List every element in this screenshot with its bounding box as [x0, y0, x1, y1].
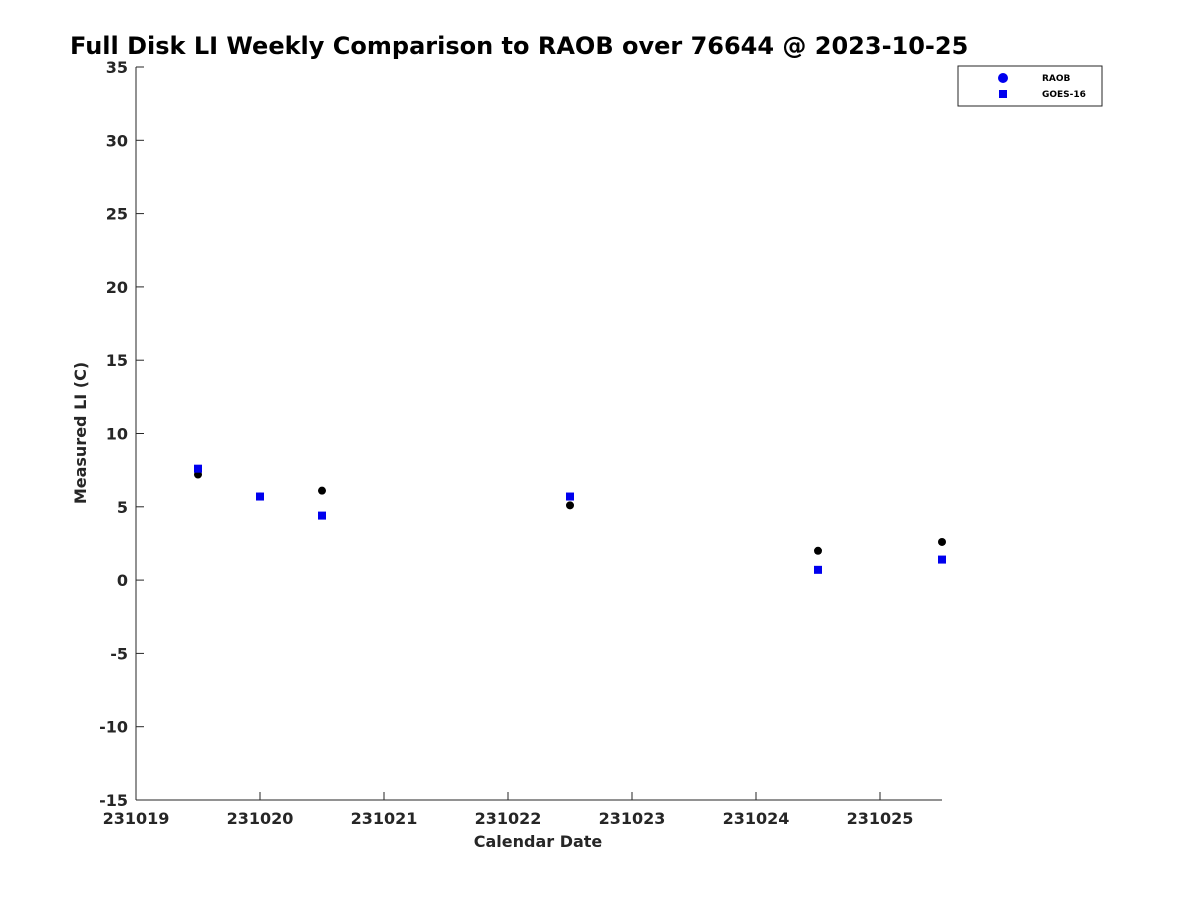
goes-point	[814, 565, 822, 574]
x-tick-label: 231019	[103, 809, 170, 828]
goes-point	[938, 555, 946, 564]
x-ticks: 231019 231020 231021 231022 231023 231024 2310…	[103, 792, 914, 828]
y-tick-label: -15	[99, 791, 128, 810]
x-tick-label: 231021	[351, 809, 418, 828]
legend-raob-marker	[998, 73, 1008, 83]
y-tick-label: -10	[99, 718, 128, 737]
y-tick-label: 30	[106, 131, 128, 150]
y-tick-label: -5	[110, 644, 128, 663]
raob-point	[566, 501, 574, 510]
axes	[135, 67, 942, 801]
y-tick-label: 0	[117, 571, 128, 590]
y-axis-label: Measured LI (C)	[71, 362, 90, 504]
x-tick-label: 231022	[475, 809, 542, 828]
y-tick-label: 35	[106, 58, 128, 77]
x-tick-label: 231023	[599, 809, 666, 828]
data-points	[194, 464, 946, 574]
goes-point	[318, 511, 326, 520]
y-tick-label: 10	[106, 425, 128, 444]
legend-box	[957, 65, 1103, 107]
x-tick-label: 231025	[847, 809, 914, 828]
legend-goes-label: GOES-16	[1042, 90, 1086, 100]
goes-point	[566, 492, 574, 501]
raob-point	[938, 537, 946, 546]
goes-point	[194, 464, 202, 473]
y-tick-label: 25	[106, 205, 128, 224]
legend-goes-marker	[999, 90, 1007, 98]
chart-title: Full Disk LI Weekly Comparison to RAOB o…	[70, 32, 968, 60]
raob-point	[318, 486, 326, 495]
legend-raob-label: RAOB	[1042, 74, 1071, 84]
legend: RAOB GOES-16	[957, 65, 1103, 107]
x-axis-label: Calendar Date	[474, 832, 603, 851]
y-tick-label: 15	[106, 351, 128, 370]
y-ticks: 35 30 25 20 15 10 5 0 -5 -10 -15	[99, 58, 144, 810]
y-tick-label: 20	[106, 278, 128, 297]
x-tick-label: 231024	[723, 809, 790, 828]
x-tick-label: 231020	[227, 809, 294, 828]
raob-point	[814, 546, 822, 555]
y-tick-label: 5	[117, 498, 128, 517]
goes-point	[256, 492, 264, 501]
